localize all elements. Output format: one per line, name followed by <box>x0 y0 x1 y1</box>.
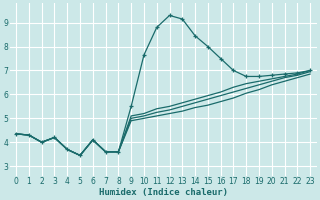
X-axis label: Humidex (Indice chaleur): Humidex (Indice chaleur) <box>99 188 228 197</box>
